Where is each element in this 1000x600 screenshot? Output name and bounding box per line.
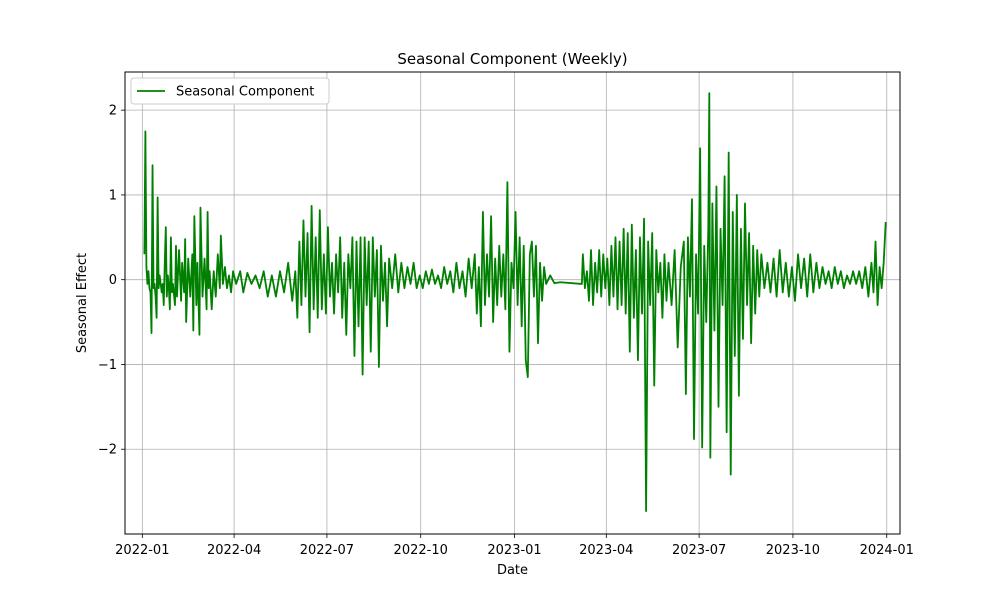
x-axis-ticks: 2022-01 2022-04 2022-07 2022-10 2023-01 2023-…	[115, 534, 914, 558]
x-tick-label: 2023-01	[487, 543, 541, 558]
x-tick-label: 2022-01	[115, 543, 169, 558]
x-tick-label: 2022-04	[207, 543, 261, 558]
x-tick-label: 2023-07	[672, 543, 726, 558]
x-tick-label: 2023-04	[579, 543, 633, 558]
legend: Seasonal Component	[130, 77, 330, 105]
y-axis-ticks: −2 −1 0 1 2	[98, 104, 125, 458]
chart-title: Seasonal Component (Weekly)	[397, 50, 627, 68]
series-line-seasonal-component	[143, 92, 887, 513]
legend-label: Seasonal Component	[176, 85, 314, 100]
plot-frame	[124, 71, 901, 535]
x-tick-label: 2023-10	[766, 543, 820, 558]
y-tick-label: 0	[109, 273, 117, 288]
y-tick-label: 1	[109, 188, 117, 203]
x-tick-label: 2022-07	[300, 543, 354, 558]
x-tick-label: 2024-01	[860, 543, 914, 558]
y-axis-label: Seasonal Effect	[75, 253, 90, 353]
legend-box	[130, 77, 330, 105]
x-tick-label: 2022-10	[394, 543, 448, 558]
x-axis-label: Date	[497, 563, 528, 578]
y-tick-label: 2	[109, 104, 117, 119]
y-tick-label: −2	[98, 443, 117, 458]
y-tick-label: −1	[98, 358, 117, 373]
